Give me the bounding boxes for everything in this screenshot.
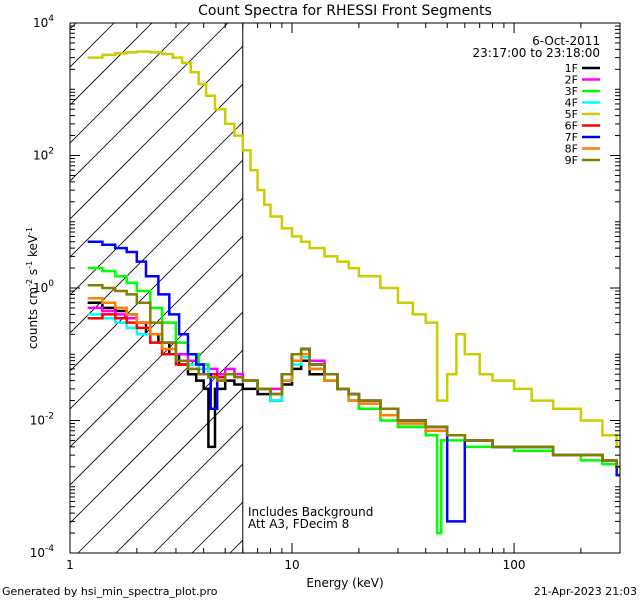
hatch-line [229,539,243,553]
generated-by-footer: Generated by hsi_min_spectra_plot.pro [2,585,218,598]
hatch-line [70,197,243,372]
hatch-line [70,23,229,182]
series-line-7F [87,240,620,523]
axis-ticks [69,22,621,554]
x-tick-label: 1 [66,558,74,572]
x-tick-label: 100 [503,558,526,572]
legend-label-4F: 4F [565,97,578,110]
hatch-line [70,23,191,144]
hatch-line [70,235,243,410]
y-tick-label: 104 [33,14,54,30]
series-layer [87,50,620,535]
hatch-line [70,273,243,448]
series-line-9F [87,284,620,469]
y-tick-label: 10-2 [30,412,54,428]
hatch-line [70,23,115,68]
legend-label-7F: 7F [565,131,578,144]
legend-label-6F: 6F [565,120,578,133]
legend-label-8F: 8F [565,143,578,156]
axis-tick-labels: 1 10 100 10-4 10-2 100 102 104 [30,14,526,572]
series-line-4F [87,313,620,469]
hatch-line [70,311,243,486]
annotation-background: Includes Background [248,505,373,519]
y-tick-label: 10-4 [30,544,55,560]
chart-title: Count Spectra for RHESSI Front Segments [198,3,492,19]
hatch-line [70,83,243,258]
legend-label-1F: 1F [565,62,578,75]
series-line-5F [87,50,620,449]
series-line-1F [87,301,620,469]
hatch-region [70,23,243,553]
legend-label-5F: 5F [565,108,578,121]
hatch-line [70,159,243,334]
x-tick-label: 10 [284,558,299,572]
hatch-line [77,387,243,553]
y-tick-label: 100 [33,279,54,295]
hatch-line [115,425,243,553]
legend-label-3F: 3F [565,85,578,98]
legend-label-9F: 9F [565,154,578,167]
legend-label-2F: 2F [565,74,578,87]
annotation-attenuator: Att A3, FDecim 8 [248,517,349,531]
y-axis-label: counts cm-2 s-1 keV-1 [25,227,40,349]
series-line-6F [87,313,620,469]
timestamp-footer: 21-Apr-2023 21:03 [534,585,637,598]
hatch-line [70,349,243,524]
time-range-label: 23:17:00 to 23:18:00 [473,46,600,60]
x-axis-label: Energy (keV) [306,576,383,590]
date-label: 6-Oct-2011 [532,34,600,48]
y-tick-label: 102 [33,147,54,163]
hatch-line [70,45,243,220]
